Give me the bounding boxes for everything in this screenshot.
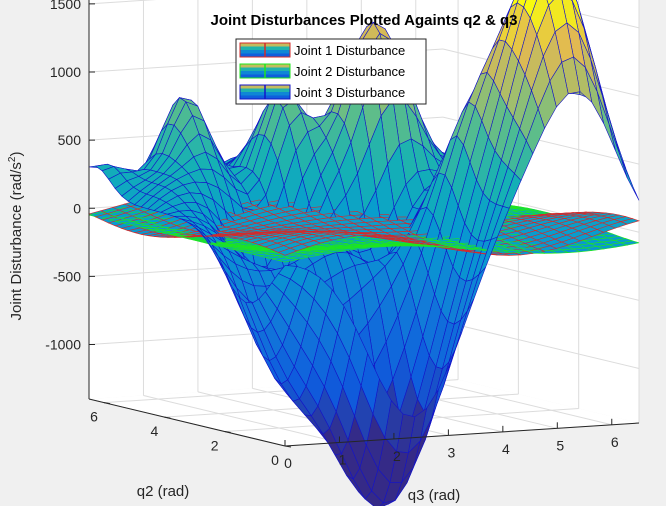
legend-swatch-2	[239, 63, 291, 79]
grid-line-z	[88, 0, 157, 5]
surface-plots	[88, 0, 641, 506]
surface-patch-3	[546, 0, 554, 6]
legend: Joint 1 Disturbance Joint 2 Disturbance …	[235, 38, 427, 105]
legend-swatch-3	[239, 84, 291, 100]
y-axis-line	[88, 398, 286, 447]
legend-entry-3: Joint 3 Disturbance	[239, 84, 405, 100]
legend-label-3: Joint 3 Disturbance	[294, 85, 405, 100]
x-tick-label: 5	[556, 437, 564, 453]
x-tick-label: 1	[339, 451, 347, 467]
y-tick-label: 6	[90, 409, 98, 425]
y-tick	[284, 445, 292, 448]
grid-line-x	[415, 377, 612, 426]
z-tick-label: 1500	[50, 0, 81, 12]
z-axis-label-close: )	[8, 152, 25, 157]
z-tick-label: 500	[58, 132, 82, 148]
grid-line-x	[143, 394, 340, 443]
z-tick-label: 1000	[50, 64, 81, 80]
y-tick	[103, 402, 111, 405]
z-tick-label: 0	[73, 200, 81, 216]
x-axis-line	[284, 422, 640, 447]
y-tick-label: 0	[271, 452, 279, 468]
z-tick-label: -1000	[45, 337, 81, 353]
x-tick-label: 3	[447, 444, 455, 460]
grid-line-z	[442, 321, 640, 369]
y-tick-label: 4	[150, 423, 158, 439]
y-tick	[224, 431, 231, 434]
legend-swatch-1	[239, 42, 291, 58]
y-tick-label: 2	[211, 438, 219, 454]
surface-patch-3	[278, 265, 298, 280]
z-axis-label-main: Joint Disturbance (rad/s	[8, 162, 25, 320]
y-axis-label: q2 (rad)	[137, 483, 190, 500]
axes-lines	[88, 0, 640, 447]
x-axis-label: q3 (rad)	[408, 487, 461, 504]
legend-label-2: Joint 2 Disturbance	[294, 64, 405, 79]
z-axis-label-sup: 2	[7, 156, 18, 162]
chart-title: Joint Disturbances Plotted Againts q2 & …	[211, 12, 518, 29]
x-tick-label: 0	[284, 455, 292, 471]
surface-patch-1	[277, 247, 298, 256]
y-tick	[164, 416, 171, 419]
legend-entry-1: Joint 1 Disturbance	[239, 42, 405, 58]
x-tick-label: 2	[393, 448, 401, 464]
z-axis-label: Joint Disturbance (rad/s2)	[7, 152, 25, 321]
tick-labels: 0 1 2 3 4 5 6 0 2 4 6 -1000 -500 0 500 1000 1500	[45, 0, 619, 471]
surface-patch-2	[278, 257, 297, 263]
legend-label-1: Joint 1 Disturbance	[294, 43, 405, 58]
legend-entry-2: Joint 2 Disturbance	[239, 63, 405, 79]
x-tick-label: 6	[611, 434, 619, 450]
x-tick-label: 4	[502, 441, 510, 457]
z-tick-label: -500	[53, 268, 81, 284]
